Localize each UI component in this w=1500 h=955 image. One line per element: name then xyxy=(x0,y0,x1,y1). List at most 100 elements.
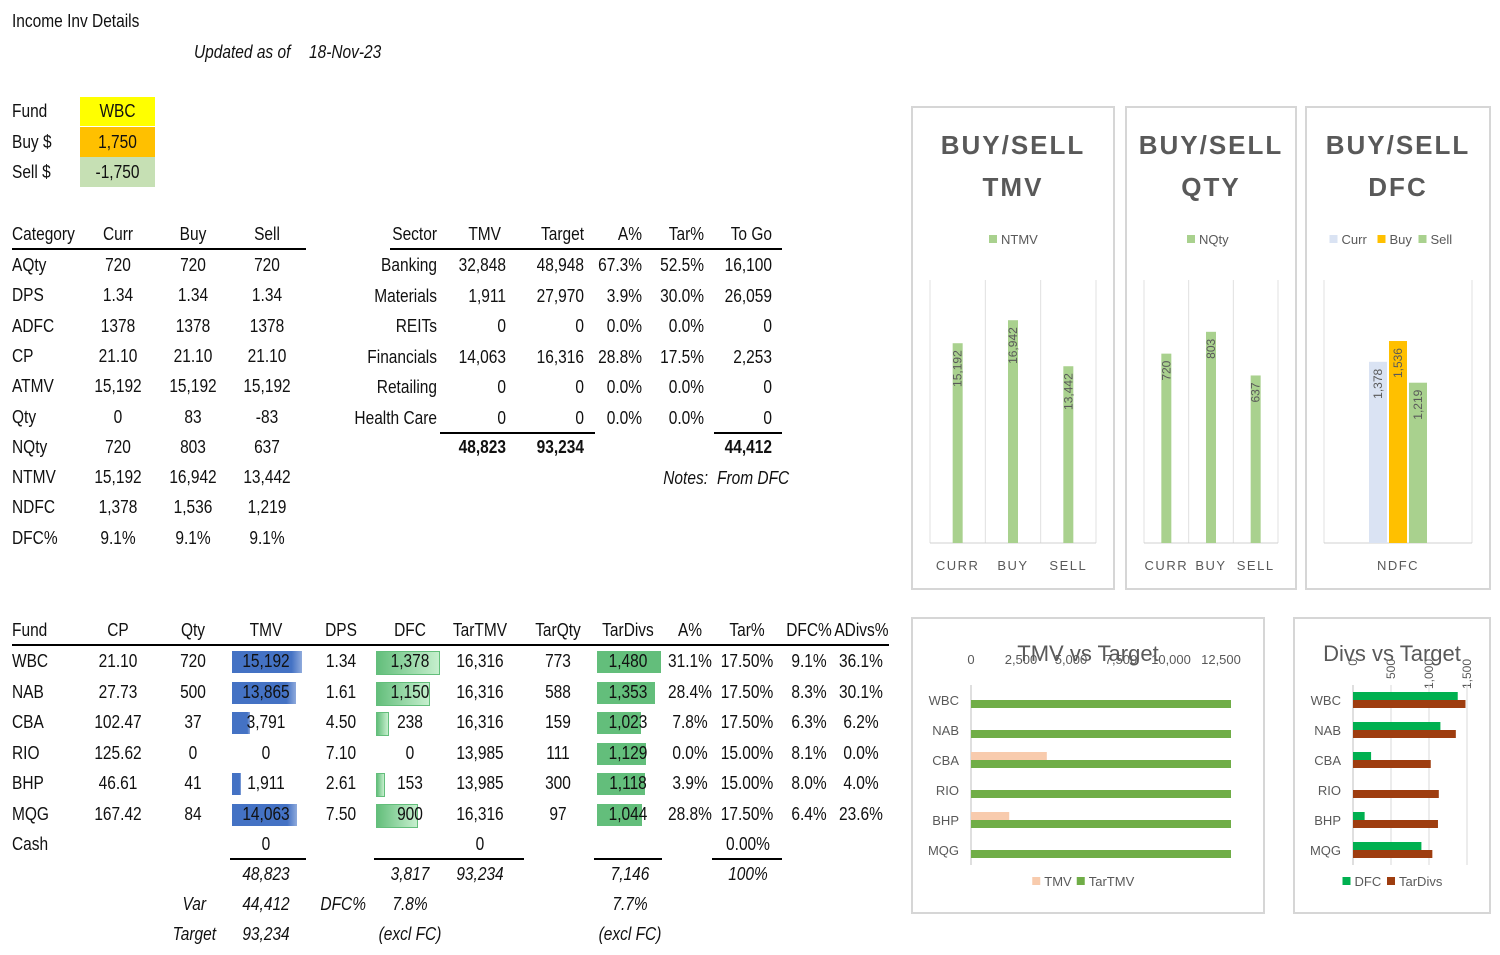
fund-fund-cell: WBC xyxy=(12,651,49,671)
fund-dps-cell: 7.50 xyxy=(325,803,357,824)
fund-label: Fund xyxy=(12,101,48,121)
sector-tmv-cell: 32,848 xyxy=(458,255,506,275)
sector-target-cell: 16,316 xyxy=(536,346,584,367)
sector-tmv-cell: 0 xyxy=(497,316,506,336)
fund-dfcpct-header: DFC% xyxy=(786,620,832,640)
sector-total-rule-1 xyxy=(440,432,595,434)
bar xyxy=(1008,320,1018,543)
legend-label: DFC xyxy=(1355,874,1382,889)
category-category-cell: NTMV xyxy=(12,467,56,488)
curr-header: Curr xyxy=(102,224,134,244)
category-sell-cell: 720 xyxy=(254,255,280,275)
chart-divs-vs-target[interactable]: Divs vs Target 0 500 1,000 1,500 WBC NAB CBA RIO… xyxy=(1293,617,1491,914)
fund-apct-cell: 0.0% xyxy=(672,742,708,763)
fund-tardivs-cell: 1,353 xyxy=(608,681,648,702)
fund-tartmv-cell: 16,316 xyxy=(456,651,504,671)
sector-togo-cell: 0 xyxy=(763,377,772,397)
sell-input[interactable] xyxy=(80,157,155,187)
data-label: 15,192 xyxy=(951,350,965,387)
x-tick-label: 0 xyxy=(1346,659,1360,666)
category-category-cell: DPS xyxy=(12,285,44,306)
category-curr-cell: 0 xyxy=(113,406,123,427)
fund-fund-cell: MQG xyxy=(12,803,49,824)
sector-tmv-cell: 0 xyxy=(497,377,506,397)
chart-buysell-qty[interactable]: BUY/SELL QTY NQty 720 CURR 803 BUY 637 SELL xyxy=(1125,106,1297,590)
category-sell-cell: 1378 xyxy=(249,315,285,336)
sector-tarpct-cell: 52.5% xyxy=(660,255,704,275)
category-category-cell: ADFC xyxy=(12,315,55,336)
fund-input[interactable] xyxy=(80,97,155,126)
category-label: BUY xyxy=(1195,558,1226,573)
fund-tarpct-cell: 15.00% xyxy=(720,773,774,793)
fund-apct-cell: 31.1% xyxy=(668,651,712,671)
bar xyxy=(971,820,1231,828)
fund-tarpct-header: Tar% xyxy=(729,620,765,640)
legend-label: NQty xyxy=(1199,232,1229,247)
fund-tartmv-header: TarTMV xyxy=(452,620,508,640)
sector-apct-cell: 67.3% xyxy=(598,255,642,275)
bar xyxy=(1409,382,1427,543)
fund-dps-cell: 7.10 xyxy=(325,742,357,763)
sector-sector-cell: Financials xyxy=(367,346,437,367)
sector-apct-cell: 28.8% xyxy=(598,346,642,367)
sector-tarpct-cell: 0.0% xyxy=(668,316,704,336)
dfc-databar xyxy=(376,712,389,736)
fund-adivspct-header: ADivs% xyxy=(834,620,889,640)
bar xyxy=(1353,692,1458,700)
fund-apct-cell: 28.8% xyxy=(668,803,712,824)
category-buy-cell: 9.1% xyxy=(175,527,211,548)
fund-fund-header: Fund xyxy=(12,620,48,640)
category-curr-cell: 15,192 xyxy=(94,467,142,488)
bar xyxy=(1063,366,1074,543)
apct-header: A% xyxy=(617,224,642,244)
fund-apct-cell: 28.4% xyxy=(668,681,712,702)
x-tick-label: 1,000 xyxy=(1422,659,1436,689)
fund-fund-cell: BHP xyxy=(12,773,44,793)
fund-dfcpct-cell: 8.1% xyxy=(791,742,827,763)
target-header: Target xyxy=(540,224,584,244)
sector-sector-cell: Materials xyxy=(374,285,437,306)
target-label: Target xyxy=(172,924,216,944)
sector-togo-cell: 0 xyxy=(763,407,772,428)
fund-qty-cell: 500 xyxy=(180,681,206,702)
sell-value: -1,750 xyxy=(95,162,140,182)
category-label: BHP xyxy=(1314,813,1341,828)
bar xyxy=(971,850,1231,858)
fund-tmv-cell: 13,865 xyxy=(242,681,290,702)
fund-tarpct-cell: 17.50% xyxy=(720,651,774,671)
category-sell-cell: 1,219 xyxy=(247,497,287,518)
chart-buysell-tmv[interactable]: BUY/SELL TMV NTMV 15,192 CURR 16,942 BUY 13,442… xyxy=(911,106,1115,590)
fund-tarqty-cell: 111 xyxy=(546,742,570,763)
sector-header: Sector xyxy=(392,224,437,244)
total-rule-tarpct xyxy=(712,858,782,860)
bar xyxy=(1353,842,1422,850)
chart-buysell-dfc[interactable]: BUY/SELL DFC Curr Buy Sell 1,378 1,536 1,219 NDF… xyxy=(1305,106,1491,590)
fund-adivspct-cell: 23.6% xyxy=(839,803,883,824)
var-value: 44,412 xyxy=(242,894,290,914)
fund-header-rule xyxy=(12,644,889,646)
fund-tmv-header: TMV xyxy=(249,620,283,640)
data-label: 1,536 xyxy=(1391,348,1405,378)
fund-tartmv-cell: 13,985 xyxy=(456,773,504,793)
chart-tmv-vs-target[interactable]: TMV vs Target 0 2,500 5,000 7,500 10,000 12,50… xyxy=(911,617,1265,914)
sector-tarpct-cell: 30.0% xyxy=(660,285,704,306)
fund-dfcpct-cell: 8.0% xyxy=(791,773,827,793)
sector-tarpct-cell: 17.5% xyxy=(660,346,704,367)
sector-sector-cell: Health Care xyxy=(354,407,437,428)
tmv-databar xyxy=(232,681,296,704)
fund-tardivs-header: TarDivs xyxy=(602,620,654,640)
category-category-cell: DFC% xyxy=(12,527,58,548)
fund-qty-cell: 37 xyxy=(184,712,202,732)
category-category-cell: Qty xyxy=(12,406,37,427)
buy-input[interactable] xyxy=(80,127,155,157)
target-value: 93,234 xyxy=(242,924,290,944)
sector-target-cell: 0 xyxy=(575,407,584,428)
sector-tmv-cell: 1,911 xyxy=(468,285,506,306)
category-header-rule xyxy=(12,248,306,250)
fund-dps-cell: 1.34 xyxy=(325,651,357,671)
legend-swatch xyxy=(1377,235,1386,243)
fund-tmv-cell: 3,791 xyxy=(246,712,286,732)
fund-qty-cell: 0 xyxy=(188,742,198,763)
fund-tarqty-cell: 588 xyxy=(545,681,571,702)
